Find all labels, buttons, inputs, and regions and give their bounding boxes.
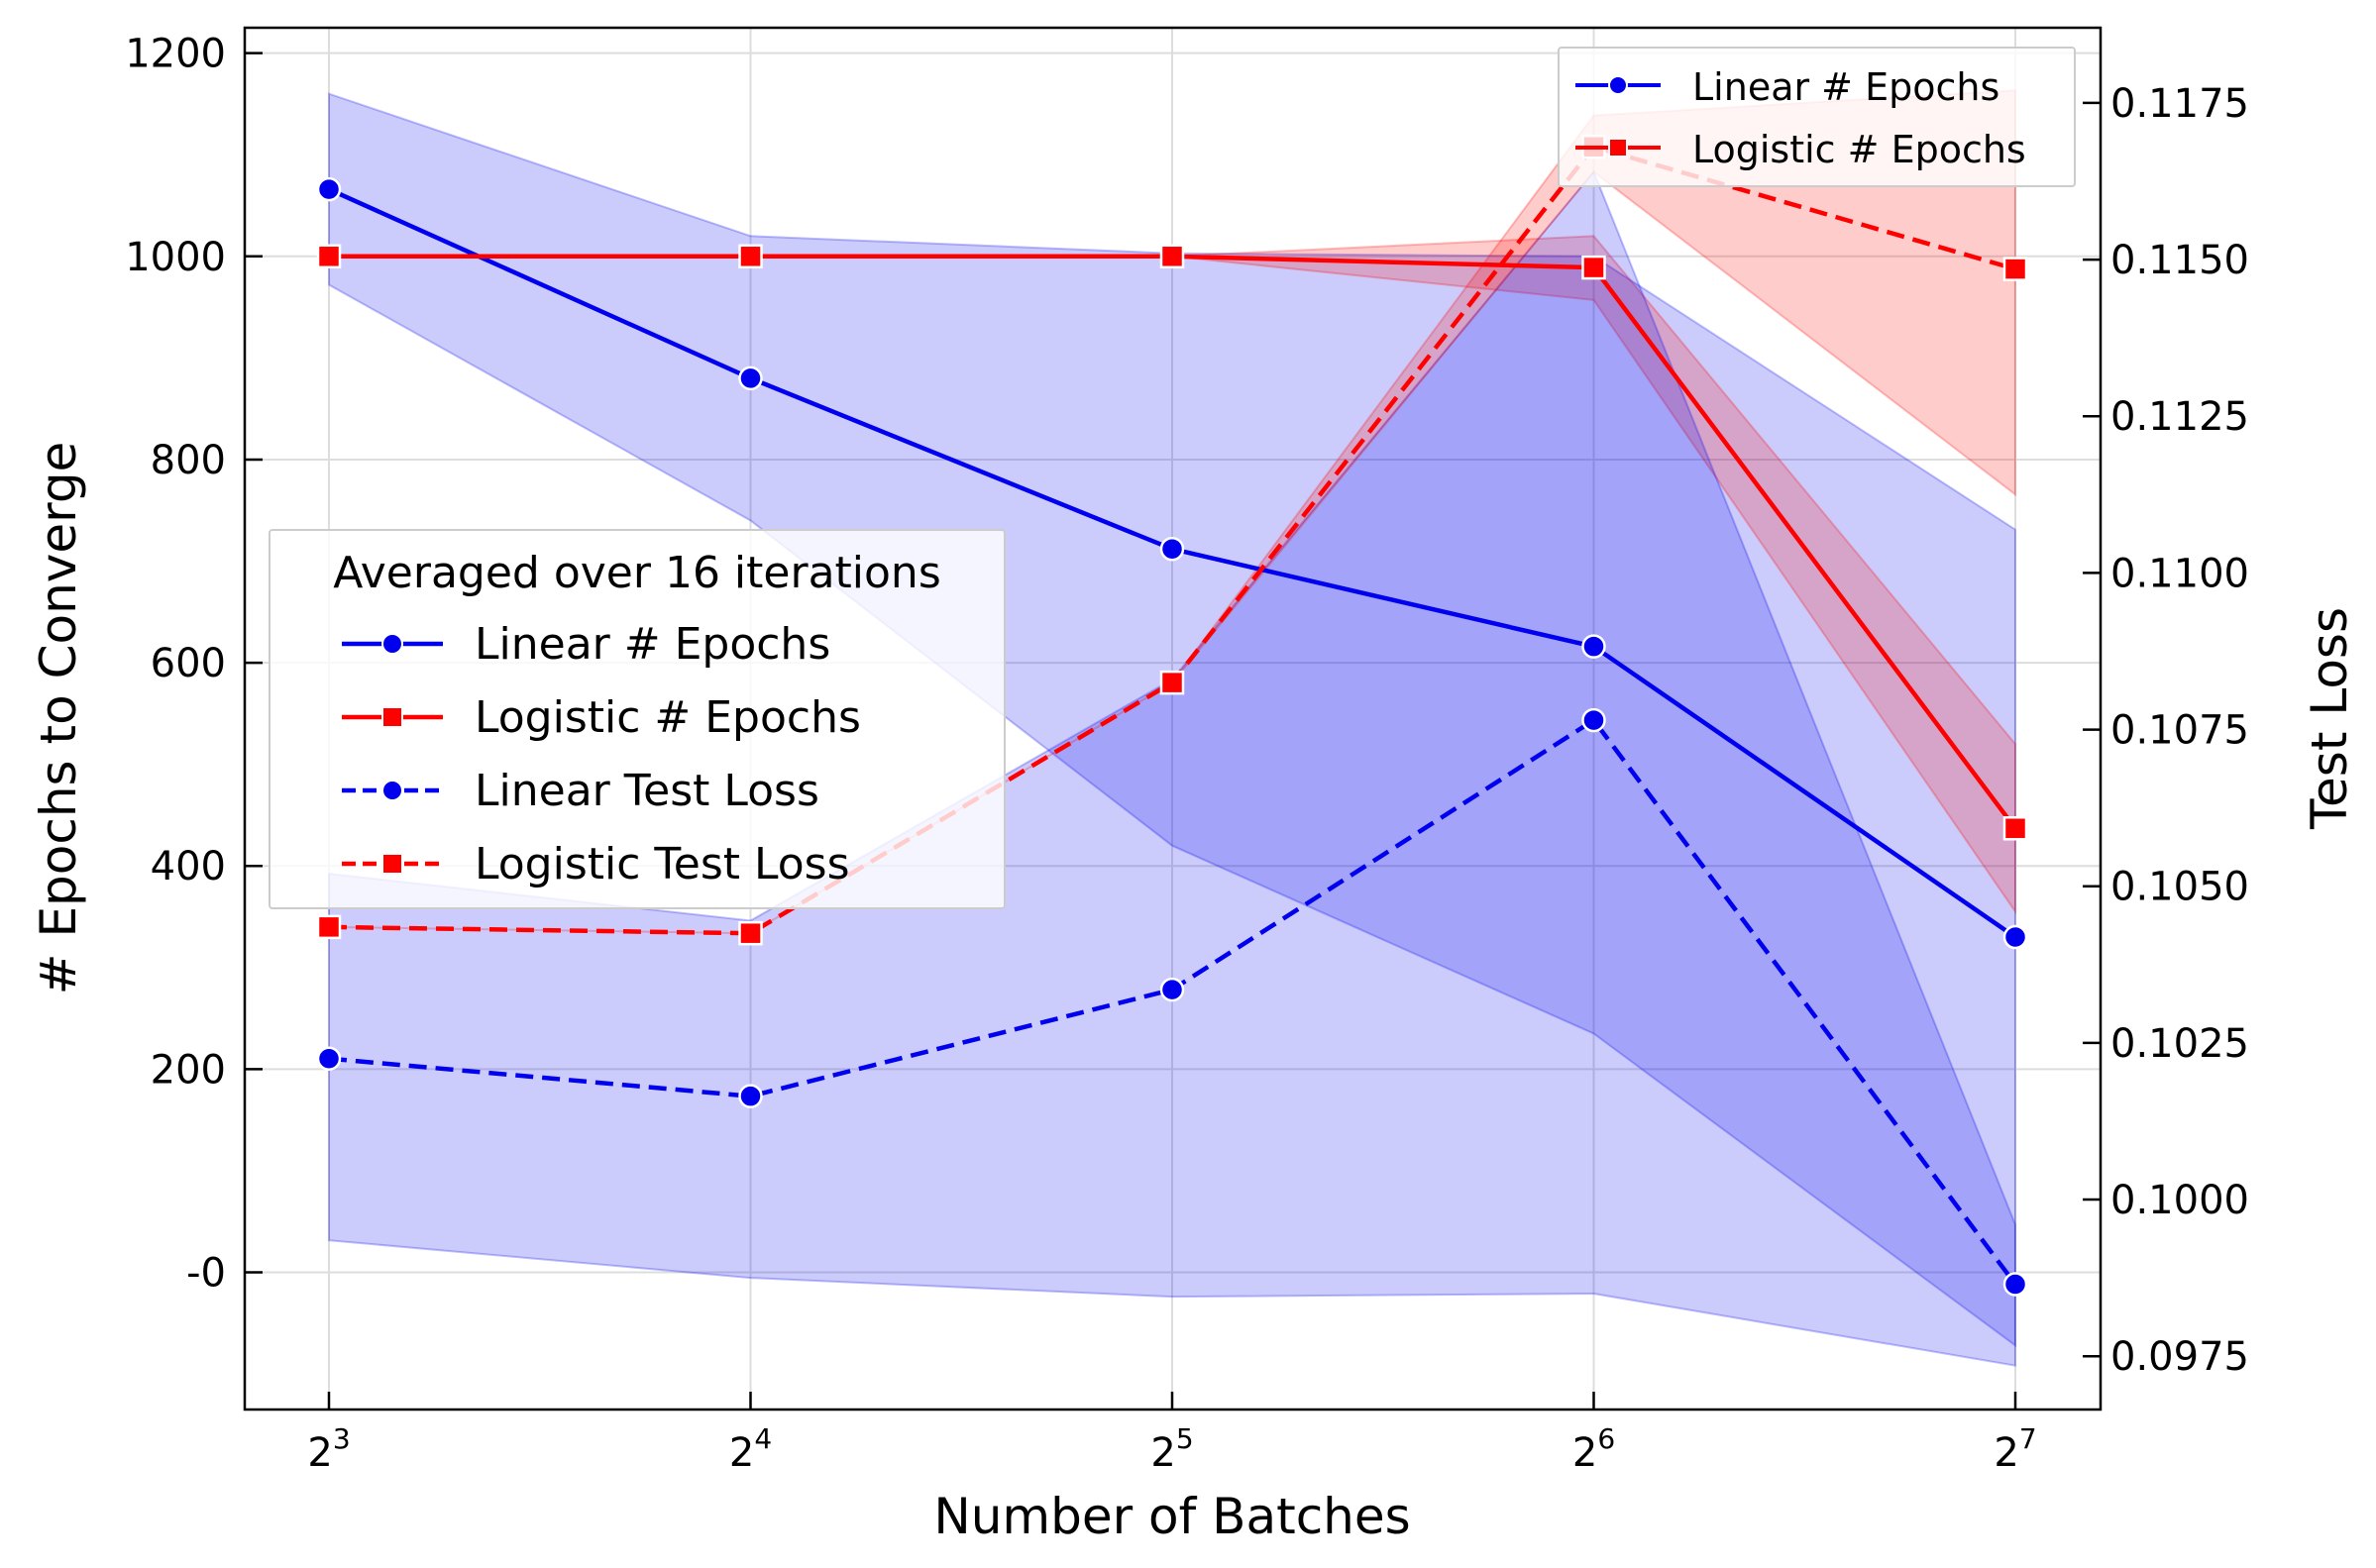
- x-tick-label: 25: [1150, 1422, 1193, 1476]
- data-point: [738, 920, 763, 946]
- y-axis-title-left: # Epochs to Converge: [30, 442, 87, 995]
- y-tick-label-left: -0: [186, 1251, 226, 1297]
- y-tick-label-left: 1200: [125, 32, 226, 77]
- legend-entry-label: Linear # Epochs: [1692, 65, 1999, 109]
- ci-band-0: [328, 92, 2016, 1348]
- y-tick-label-right: 0.1100: [2110, 551, 2249, 596]
- data-point: [1159, 670, 1185, 695]
- y-tick-label-left: 600: [151, 641, 226, 686]
- data-point: [316, 244, 342, 269]
- legend-main-title: Averaged over 16 iterations: [333, 548, 941, 598]
- y-tick-label-right: 0.1050: [2110, 865, 2249, 910]
- data-point: [738, 366, 763, 391]
- y-tick-label-right: 0.1025: [2110, 1021, 2249, 1067]
- data-point: [2002, 924, 2028, 950]
- axis-ticks: 23 24 25 26 27 -0 200 400 600 800 1000 1200 0.0975 0.…: [125, 32, 2249, 1476]
- legend-entry-label: Logistic # Epochs: [475, 692, 861, 743]
- x-tick-label: 26: [1572, 1422, 1615, 1476]
- legend-entry-label: Linear Test Loss: [475, 766, 819, 816]
- legend-main: Averaged over 16 iterations Linear # Epo…: [269, 529, 1006, 909]
- data-point: [738, 1084, 763, 1108]
- x-axis-title: Number of Batches: [933, 1488, 1410, 1545]
- data-point: [316, 176, 342, 202]
- data-point: [1159, 536, 1185, 562]
- y-tick-label-left: 1000: [125, 235, 226, 280]
- data-point: [1581, 634, 1606, 659]
- data-point: [2002, 257, 2028, 281]
- y-tick-label-right: 0.1150: [2110, 238, 2249, 283]
- data-point: [2002, 816, 2028, 841]
- legend-swatch-marker: [381, 633, 403, 655]
- y-tick-label-left: 400: [151, 844, 226, 889]
- y-axis-title-right: Test Loss: [2301, 607, 2358, 830]
- data-point: [1581, 255, 1606, 280]
- y-tick-label-right: 0.1075: [2110, 708, 2249, 754]
- data-point: [1159, 977, 1185, 1002]
- series-markers: [316, 134, 2028, 1297]
- legend-secondary-box: [1558, 47, 2076, 187]
- legend-swatch-marker: [1608, 75, 1628, 95]
- legend-secondary: Linear # Epochs Logistic # Epochs: [1558, 47, 2076, 187]
- legend-swatch-marker: [381, 853, 403, 875]
- x-tick-label: 23: [307, 1422, 350, 1476]
- legend-entry-label: Logistic # Epochs: [1692, 128, 2026, 171]
- y-tick-label-right: 0.0975: [2110, 1334, 2249, 1380]
- x-tick-label: 27: [1994, 1422, 2036, 1476]
- y-tick-label-left: 200: [151, 1047, 226, 1093]
- y-tick-label-right: 0.1000: [2110, 1178, 2249, 1223]
- legend-swatch-marker: [381, 706, 403, 728]
- y-tick-label-right: 0.1175: [2110, 81, 2249, 127]
- y-tick-label-right: 0.1125: [2110, 394, 2249, 440]
- data-point: [316, 1046, 342, 1071]
- data-point: [1581, 707, 1606, 733]
- legend-swatch-marker: [381, 780, 403, 801]
- data-point: [1159, 244, 1185, 269]
- y-tick-label-left: 800: [151, 438, 226, 483]
- legend-entry-label: Logistic Test Loss: [475, 839, 850, 889]
- legend-main-box: [269, 529, 1006, 909]
- legend-entry-label: Linear # Epochs: [475, 619, 830, 670]
- x-tick-label: 24: [729, 1422, 772, 1476]
- data-point: [2002, 1272, 2028, 1297]
- data-point: [738, 244, 763, 269]
- ci-band-2: [328, 169, 2016, 1367]
- legend-swatch-marker: [1608, 138, 1628, 157]
- data-point: [316, 914, 342, 940]
